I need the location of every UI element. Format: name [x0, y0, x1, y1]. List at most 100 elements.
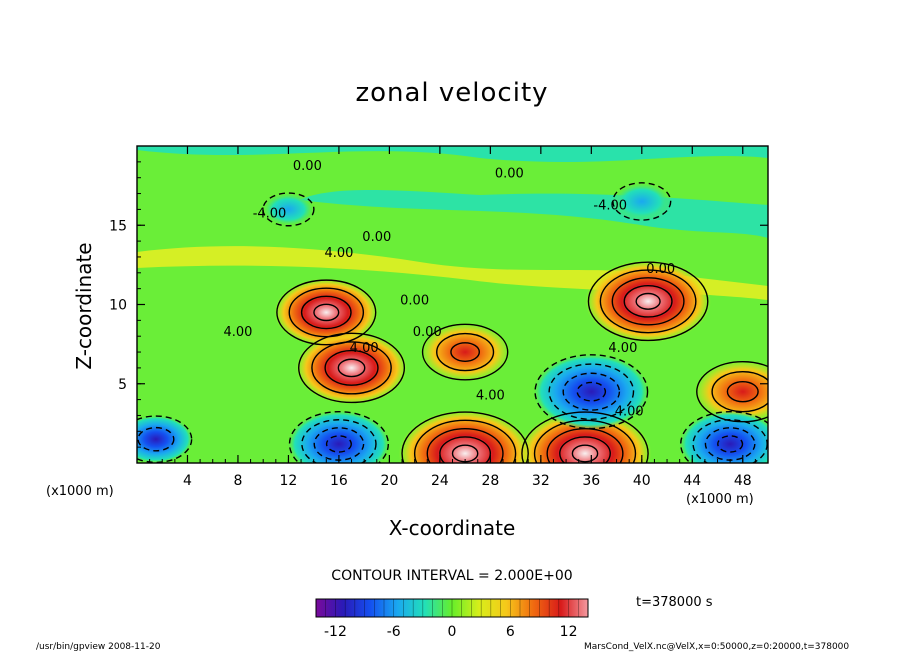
contour-label-5: 4.00 [324, 246, 353, 261]
time-stamp-text: t=378000 s [636, 595, 713, 610]
contour-ring-3-1 [635, 292, 661, 310]
y-tick-label-0: 5 [118, 377, 127, 393]
contour-ring-1-3 [311, 341, 392, 395]
contour-label-11: 4.00 [615, 404, 644, 419]
x-tick-label-5: 24 [431, 473, 449, 489]
contour-ring-7-2 [562, 372, 621, 411]
contour-ring-8-1 [325, 435, 352, 453]
y-axis: 5 10 15 [109, 161, 768, 448]
contour-ring-0-1 [313, 303, 340, 322]
x-tick-label-1: 8 [233, 473, 242, 489]
colorbar: -12 -6 0 6 12 [315, 598, 589, 640]
colorbar-tick-label-4: 12 [560, 624, 578, 640]
velocity-min-9 [678, 409, 768, 463]
x-tick-label-11: 48 [734, 473, 752, 489]
x-tick-label-9: 40 [633, 473, 651, 489]
contour-ring-5-3 [696, 360, 768, 423]
contour-ring-4-5 [521, 411, 649, 463]
contour-ring-3-5 [587, 261, 709, 342]
x-tick-label-4: 20 [380, 473, 398, 489]
contour-ring-4-1 [571, 444, 599, 463]
velocity-max-3 [585, 260, 711, 343]
contour-label-8: 4.00 [350, 341, 379, 356]
contour-ring-9-3 [692, 419, 768, 463]
contour-label-2: -4.00 [593, 198, 627, 213]
colorbar-tick-label-0: -12 [324, 624, 347, 640]
contour-ring-12-1 [137, 426, 175, 452]
contour-ring-1-2 [324, 349, 379, 386]
contour-label-0: 0.00 [293, 159, 322, 174]
velocity-max-2 [420, 322, 510, 382]
contour-label-4: 0.00 [362, 230, 391, 245]
contour-ring-1-1 [337, 358, 366, 378]
contour-label-7: 4.00 [223, 325, 252, 340]
upper-cyan-band [137, 146, 768, 162]
colorbar-tick-label-2: 0 [448, 624, 457, 640]
x-tick-label-3: 16 [330, 473, 348, 489]
x-tick-label-6: 28 [481, 473, 499, 489]
contour-ring-2-1 [450, 342, 481, 362]
extrema-layer [137, 181, 768, 463]
x-unit-label-right: (x1000 m) [686, 492, 754, 507]
contour-ring-6-5 [401, 411, 529, 463]
contour-label-3: -4.00 [253, 206, 287, 221]
contour-ring-3-2 [623, 284, 673, 318]
x-unit-label-left: (x1000 m) [46, 484, 114, 499]
contour-ring-9-4 [680, 410, 768, 463]
velocity-max-6 [398, 409, 532, 463]
contour-ring-8-3 [301, 419, 377, 463]
contour-ring-6-3 [426, 427, 504, 463]
x-tick-label-7: 32 [532, 473, 550, 489]
contour-label-10: 4.00 [608, 341, 637, 356]
contour-interval-text: CONTOUR INTERVAL = 2.000E+00 [331, 568, 573, 584]
velocity-max-5 [694, 360, 768, 424]
velocity-min-12 [137, 414, 194, 463]
colorbar-tick-label-3: 6 [506, 624, 515, 640]
contour-ring-10-1 [612, 182, 672, 221]
contour-lines [137, 182, 768, 463]
contour-ring-8-4 [288, 410, 390, 463]
chart-title: zonal velocity [355, 78, 549, 108]
contour-ring-6-4 [413, 419, 517, 463]
contour-label-9: 4.00 [476, 389, 505, 404]
contour-ring-7-3 [548, 363, 635, 421]
field-layer: 0.00 0.00 -4.00 -4.00 0.00 4.00 0.00 4.00 4.00 4.… [137, 146, 768, 463]
contour-label-6: 0.00 [646, 262, 675, 277]
contour-ring-3-4 [599, 269, 697, 334]
x-tick-label-0: 4 [183, 473, 192, 489]
x-tick-label-10: 44 [683, 473, 701, 489]
contour-ring-2-3 [421, 323, 509, 381]
footer-source-text: MarsCond_VelX.nc@VelX,x=0:50000,z=0:2000… [584, 642, 850, 652]
contour-ring-4-4 [533, 419, 637, 463]
contour-label-12: 0.00 [400, 294, 429, 309]
contour-ring-2-2 [436, 332, 495, 372]
contour-ring-3-3 [611, 277, 685, 326]
velocity-min-8 [286, 409, 391, 463]
contour-ring-5-2 [711, 370, 768, 413]
x-axis: 4 8 12 16 20 24 28 32 36 40 44 48 [149, 146, 756, 489]
contour-label-13: 0.00 [413, 325, 442, 340]
x-tick-label-8: 36 [582, 473, 600, 489]
velocity-min-11 [261, 192, 316, 227]
contour-labels: 0.00 0.00 -4.00 -4.00 0.00 4.00 0.00 4.00 4.00 4.… [223, 159, 675, 420]
contour-ring-7-1 [576, 381, 607, 402]
contour-ring-9-1 [717, 435, 744, 453]
x-axis-label: X-coordinate [388, 516, 516, 540]
contour-ring-6-2 [439, 436, 492, 463]
contour-label-1: 0.00 [495, 167, 524, 182]
contour-ring-12-2 [137, 415, 193, 463]
y-tick-label-1: 10 [109, 298, 127, 314]
contour-ring-0-4 [276, 279, 377, 346]
footer-command-text: /usr/bin/gpview 2008-11-20 [36, 642, 161, 652]
velocity-min-10 [611, 181, 673, 222]
contour-ring-0-2 [300, 295, 352, 330]
x-tick-label-2: 12 [280, 473, 298, 489]
y-tick-label-2: 15 [109, 218, 127, 234]
contour-ring-1-4 [298, 332, 406, 404]
contour-ring-7-4 [534, 354, 649, 430]
contour-ring-0-3 [288, 287, 365, 338]
y-axis-label: Z-coordinate [72, 242, 96, 370]
contour-ring-11-1 [262, 192, 315, 227]
contour-ring-4-2 [559, 436, 611, 463]
